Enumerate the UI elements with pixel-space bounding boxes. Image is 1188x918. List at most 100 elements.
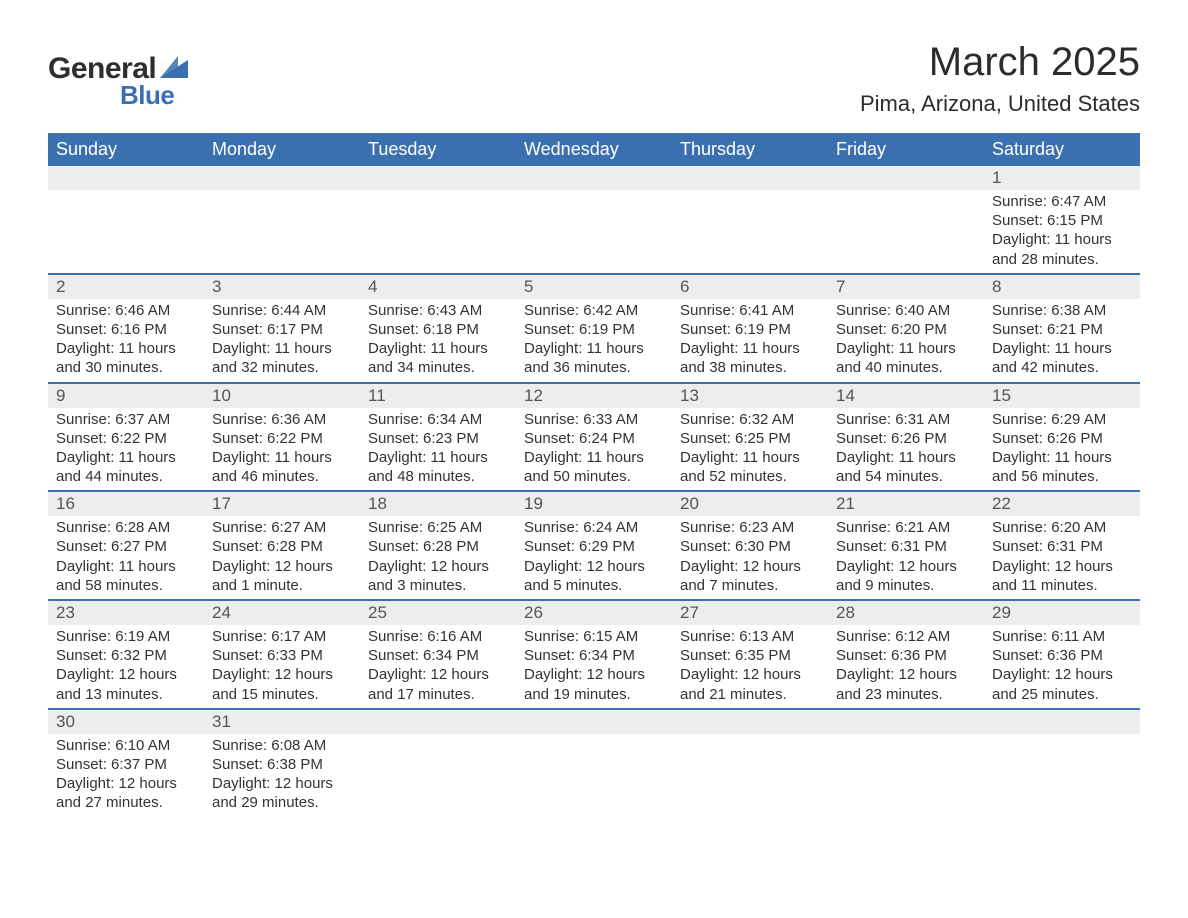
day-details: Sunrise: 6:11 AMSunset: 6:36 PMDaylight:…: [984, 625, 1140, 708]
details-row: Sunrise: 6:10 AMSunset: 6:37 PMDaylight:…: [48, 734, 1140, 817]
details-cell: [984, 734, 1140, 817]
day-details: Sunrise: 6:17 AMSunset: 6:33 PMDaylight:…: [204, 625, 360, 708]
details-cell: Sunrise: 6:32 AMSunset: 6:25 PMDaylight:…: [672, 408, 828, 492]
details-row: Sunrise: 6:46 AMSunset: 6:16 PMDaylight:…: [48, 299, 1140, 383]
daynum-cell: 21: [828, 491, 984, 516]
day-number: 8: [984, 275, 1140, 299]
daynum-cell: 25: [360, 600, 516, 625]
day-details: Sunrise: 6:24 AMSunset: 6:29 PMDaylight:…: [516, 516, 672, 599]
daynum-cell: 1: [984, 166, 1140, 190]
details-cell: Sunrise: 6:21 AMSunset: 6:31 PMDaylight:…: [828, 516, 984, 600]
day-number: 23: [48, 601, 204, 625]
day-header-row: SundayMondayTuesdayWednesdayThursdayFrid…: [48, 133, 1140, 166]
day-header: Saturday: [984, 133, 1140, 166]
details-cell: Sunrise: 6:24 AMSunset: 6:29 PMDaylight:…: [516, 516, 672, 600]
day-number: 18: [360, 492, 516, 516]
details-cell: Sunrise: 6:44 AMSunset: 6:17 PMDaylight:…: [204, 299, 360, 383]
daynum-row: 23242526272829: [48, 600, 1140, 625]
details-cell: Sunrise: 6:28 AMSunset: 6:27 PMDaylight:…: [48, 516, 204, 600]
details-cell: Sunrise: 6:34 AMSunset: 6:23 PMDaylight:…: [360, 408, 516, 492]
day-number: 26: [516, 601, 672, 625]
daynum-cell: [204, 166, 360, 190]
day-details: Sunrise: 6:21 AMSunset: 6:31 PMDaylight:…: [828, 516, 984, 599]
day-number: 31: [204, 710, 360, 734]
daynum-cell: [360, 166, 516, 190]
details-row: Sunrise: 6:37 AMSunset: 6:22 PMDaylight:…: [48, 408, 1140, 492]
day-details: Sunrise: 6:12 AMSunset: 6:36 PMDaylight:…: [828, 625, 984, 708]
day-details: Sunrise: 6:23 AMSunset: 6:30 PMDaylight:…: [672, 516, 828, 599]
daynum-cell: 18: [360, 491, 516, 516]
daynum-cell: 14: [828, 383, 984, 408]
day-number: 16: [48, 492, 204, 516]
daynum-cell: 27: [672, 600, 828, 625]
day-details: Sunrise: 6:15 AMSunset: 6:34 PMDaylight:…: [516, 625, 672, 708]
day-details: Sunrise: 6:32 AMSunset: 6:25 PMDaylight:…: [672, 408, 828, 491]
details-cell: Sunrise: 6:11 AMSunset: 6:36 PMDaylight:…: [984, 625, 1140, 709]
details-cell: Sunrise: 6:27 AMSunset: 6:28 PMDaylight:…: [204, 516, 360, 600]
day-number: 12: [516, 384, 672, 408]
calendar-table: SundayMondayTuesdayWednesdayThursdayFrid…: [48, 133, 1140, 817]
day-number: 22: [984, 492, 1140, 516]
details-cell: Sunrise: 6:20 AMSunset: 6:31 PMDaylight:…: [984, 516, 1140, 600]
daynum-cell: 15: [984, 383, 1140, 408]
details-cell: Sunrise: 6:23 AMSunset: 6:30 PMDaylight:…: [672, 516, 828, 600]
daynum-cell: 23: [48, 600, 204, 625]
details-cell: Sunrise: 6:43 AMSunset: 6:18 PMDaylight:…: [360, 299, 516, 383]
details-cell: Sunrise: 6:13 AMSunset: 6:35 PMDaylight:…: [672, 625, 828, 709]
day-number: 2: [48, 275, 204, 299]
daynum-cell: [672, 709, 828, 734]
day-details: Sunrise: 6:28 AMSunset: 6:27 PMDaylight:…: [48, 516, 204, 599]
daynum-cell: 7: [828, 274, 984, 299]
day-number: 28: [828, 601, 984, 625]
daynum-cell: [516, 709, 672, 734]
location-text: Pima, Arizona, United States: [860, 91, 1140, 117]
details-cell: Sunrise: 6:15 AMSunset: 6:34 PMDaylight:…: [516, 625, 672, 709]
daynum-cell: 28: [828, 600, 984, 625]
daynum-cell: 3: [204, 274, 360, 299]
calendar-head: SundayMondayTuesdayWednesdayThursdayFrid…: [48, 133, 1140, 166]
details-cell: [360, 190, 516, 274]
daynum-row: 2345678: [48, 274, 1140, 299]
daynum-row: 3031: [48, 709, 1140, 734]
details-cell: Sunrise: 6:38 AMSunset: 6:21 PMDaylight:…: [984, 299, 1140, 383]
daynum-cell: 8: [984, 274, 1140, 299]
day-details: Sunrise: 6:40 AMSunset: 6:20 PMDaylight:…: [828, 299, 984, 382]
daynum-cell: 5: [516, 274, 672, 299]
details-row: Sunrise: 6:28 AMSunset: 6:27 PMDaylight:…: [48, 516, 1140, 600]
day-number: 10: [204, 384, 360, 408]
title-block: March 2025 Pima, Arizona, United States: [860, 40, 1140, 117]
day-details: Sunrise: 6:42 AMSunset: 6:19 PMDaylight:…: [516, 299, 672, 382]
day-details: Sunrise: 6:19 AMSunset: 6:32 PMDaylight:…: [48, 625, 204, 708]
details-cell: [672, 190, 828, 274]
day-header: Friday: [828, 133, 984, 166]
day-details: Sunrise: 6:20 AMSunset: 6:31 PMDaylight:…: [984, 516, 1140, 599]
sail-icon: [160, 56, 188, 78]
header: General Blue March 2025 Pima, Arizona, U…: [48, 40, 1140, 117]
details-cell: [204, 190, 360, 274]
day-number: 19: [516, 492, 672, 516]
day-number: 21: [828, 492, 984, 516]
day-number: 13: [672, 384, 828, 408]
details-cell: [516, 190, 672, 274]
daynum-cell: 31: [204, 709, 360, 734]
day-details: Sunrise: 6:43 AMSunset: 6:18 PMDaylight:…: [360, 299, 516, 382]
day-header: Monday: [204, 133, 360, 166]
day-details: Sunrise: 6:13 AMSunset: 6:35 PMDaylight:…: [672, 625, 828, 708]
day-number: 20: [672, 492, 828, 516]
daynum-cell: [48, 166, 204, 190]
daynum-cell: [672, 166, 828, 190]
details-cell: Sunrise: 6:25 AMSunset: 6:28 PMDaylight:…: [360, 516, 516, 600]
details-cell: [360, 734, 516, 817]
day-details: Sunrise: 6:27 AMSunset: 6:28 PMDaylight:…: [204, 516, 360, 599]
day-details: Sunrise: 6:41 AMSunset: 6:19 PMDaylight:…: [672, 299, 828, 382]
day-number: 5: [516, 275, 672, 299]
daynum-cell: 16: [48, 491, 204, 516]
day-number: 9: [48, 384, 204, 408]
day-header: Wednesday: [516, 133, 672, 166]
day-number: 24: [204, 601, 360, 625]
month-title: March 2025: [860, 40, 1140, 85]
daynum-cell: 26: [516, 600, 672, 625]
day-number: 11: [360, 384, 516, 408]
day-number: 4: [360, 275, 516, 299]
logo: General Blue: [48, 52, 188, 111]
